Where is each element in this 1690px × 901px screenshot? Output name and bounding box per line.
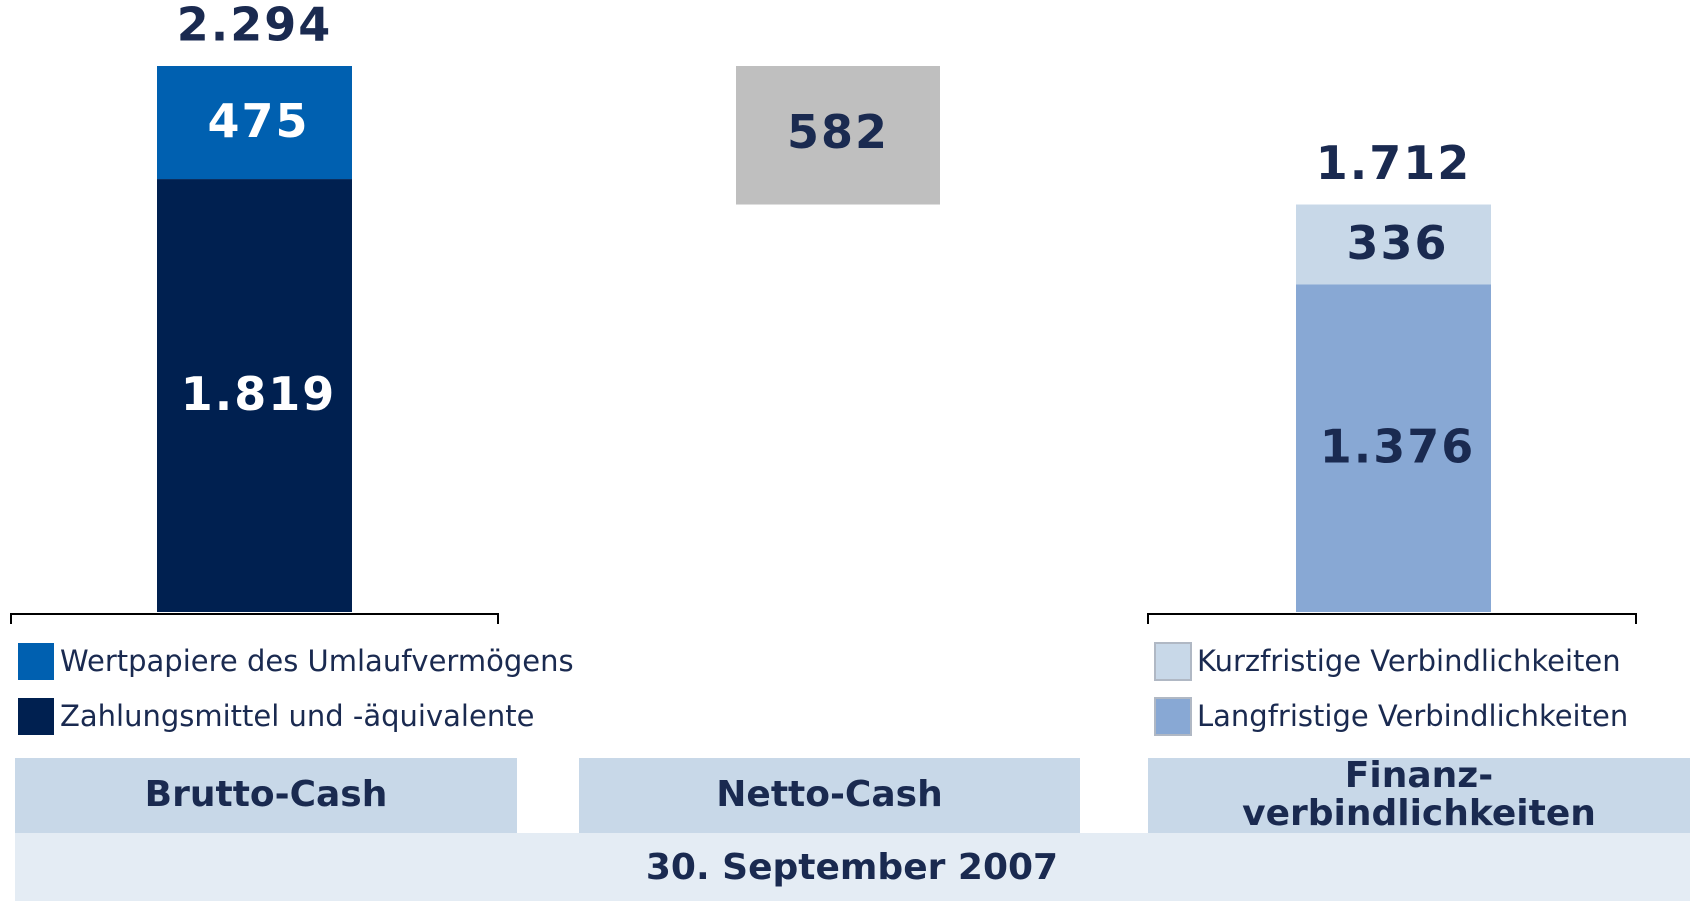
net-label: 582	[787, 105, 889, 159]
value-label: 1.376	[1320, 420, 1476, 474]
total-label: 2.294	[177, 0, 333, 52]
chart-title: 30. September 2007	[646, 847, 1058, 888]
value-label: 1.819	[181, 367, 337, 421]
value-label: 475	[207, 94, 309, 148]
legend-label: Kurzfristige Verbindlichkeiten	[1197, 644, 1621, 678]
category-box	[579, 758, 1080, 833]
bar-segment	[1296, 204, 1491, 285]
bar-segment	[157, 66, 352, 180]
bracket	[10, 613, 499, 624]
category-label: Netto-Cash	[716, 774, 942, 815]
total-label: 1.712	[1316, 136, 1472, 190]
date-band	[15, 833, 1690, 901]
bar-segment	[157, 179, 352, 613]
category-label: Finanz-verbindlichkeiten	[1242, 755, 1596, 834]
legend-swatch	[1154, 697, 1192, 736]
legend-label: Wertpapiere des Umlaufvermögens	[60, 644, 574, 678]
category-label: Brutto-Cash	[145, 774, 388, 815]
bar-segment	[1296, 284, 1491, 612]
bracket	[1147, 613, 1637, 624]
legend-swatch	[18, 643, 54, 680]
category-box	[15, 758, 517, 833]
value-label: 336	[1346, 216, 1448, 270]
legend-label: Langfristige Verbindlichkeiten	[1197, 699, 1628, 733]
legend-label: Zahlungsmittel und -äquivalente	[60, 699, 534, 733]
category-box	[1148, 758, 1690, 833]
legend-swatch	[1154, 642, 1192, 681]
legend-swatch	[18, 698, 54, 735]
net-bar	[736, 66, 940, 205]
